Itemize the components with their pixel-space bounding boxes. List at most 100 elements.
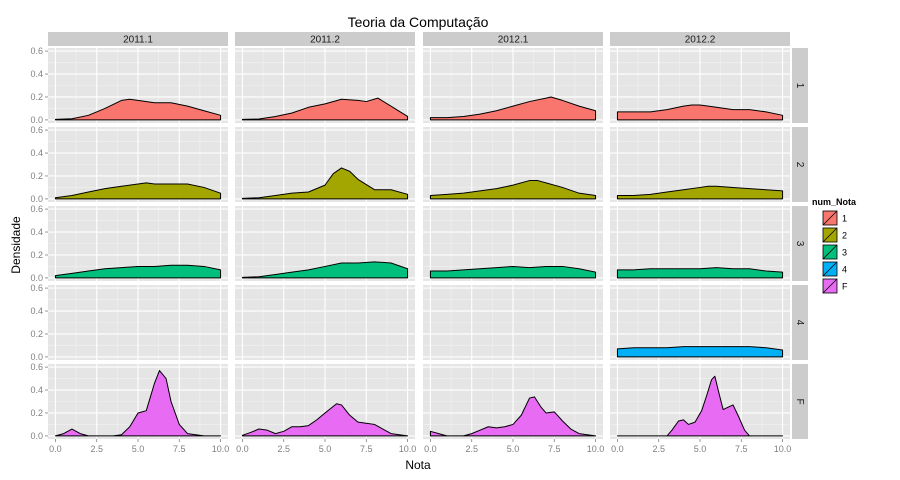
column-strip	[423, 32, 603, 46]
chart-title: Teoria da Computação	[348, 14, 489, 30]
x-tick-label: 10.0	[774, 444, 792, 454]
column-strip	[610, 32, 790, 46]
panel-2012.1-3	[423, 206, 603, 281]
y-tick-label: 0.4	[30, 148, 43, 158]
density-area-2011.2-1	[241, 97, 409, 121]
legend-label-F: F	[842, 282, 848, 292]
y-tick-label: 0.2	[30, 329, 43, 339]
column-strip-label: 2011.2	[310, 35, 340, 46]
density-area-2012.2-F	[616, 375, 784, 437]
panel-2011.2-F	[235, 364, 415, 439]
legend-label-2: 2	[842, 231, 847, 241]
legend-swatch-slash	[822, 261, 838, 277]
row-strip-label: F	[794, 398, 805, 404]
panel-2011.2-3	[235, 206, 415, 281]
density-area-2012.2-1	[616, 104, 784, 121]
x-tick-label: 5.0	[507, 444, 520, 454]
x-tick-label: 0.0	[49, 444, 62, 454]
row-strip-label: 4	[794, 320, 805, 326]
panel-2011.2-2	[235, 127, 415, 202]
column-strip	[48, 32, 228, 46]
density-area-2012.1-3	[429, 265, 597, 279]
panel-2011.1-3	[48, 206, 228, 281]
x-tick-label: 0.0	[424, 444, 437, 454]
y-tick-label: 0.0	[30, 431, 43, 441]
panel-2011.1-2	[48, 127, 228, 202]
x-tick-label: 5.0	[132, 444, 145, 454]
x-tick-label: 5.0	[694, 444, 707, 454]
y-tick-label: 0.0	[30, 273, 43, 283]
legend-swatch-slash	[822, 244, 838, 260]
y-tick-label: 0.0	[30, 115, 43, 125]
panel-2012.1-4	[423, 285, 603, 360]
panel-2012.1-2	[423, 127, 603, 202]
row-strip-label: 1	[794, 83, 805, 89]
row-strip-label: 3	[794, 241, 805, 247]
legend-label-3: 3	[842, 248, 847, 258]
y-tick-label: 0.4	[30, 306, 43, 316]
y-tick-label: 0.6	[30, 283, 43, 293]
x-tick-label: 10.0	[399, 444, 417, 454]
row-strip-label: 2	[794, 162, 805, 168]
x-tick-label: 2.5	[90, 444, 103, 454]
density-area-2011.1-2	[54, 182, 222, 200]
density-area-2011.1-3	[54, 264, 222, 279]
x-tick-label: 0.0	[236, 444, 249, 454]
panel-2011.2-1	[235, 48, 415, 123]
panel-2011.1-1	[48, 48, 228, 123]
row-strip	[792, 127, 808, 202]
y-tick-label: 0.2	[30, 250, 43, 260]
density-area-2012.2-3	[616, 267, 784, 279]
y-tick-label: 0.4	[30, 69, 43, 79]
row-strip	[792, 364, 808, 439]
column-strip	[235, 32, 415, 46]
x-tick-label: 10.0	[212, 444, 230, 454]
x-tick-label: 0.0	[611, 444, 624, 454]
panel-2012.2-4	[610, 285, 790, 360]
density-area-2011.1-1	[54, 98, 222, 121]
facet-panels: 2011.1 2011.2 2012.1 2012.2 1 2 3 4 F 0.0 0.2 0.4 0.…	[30, 32, 808, 454]
y-tick-label: 0.2	[30, 408, 43, 418]
density-area-2011.2-3	[241, 261, 409, 279]
density-area-2012.1-1	[429, 96, 597, 121]
y-tick-label: 0.6	[30, 46, 43, 56]
panel-2011.1-F	[48, 364, 228, 439]
x-axis-title: Nota	[405, 458, 431, 472]
x-tick-label: 7.5	[360, 444, 373, 454]
density-area-2012.1-F	[429, 396, 597, 437]
x-tick-label: 7.5	[548, 444, 561, 454]
density-area-2012.1-2	[429, 180, 597, 200]
y-tick-label: 0.6	[30, 204, 43, 214]
panel-2011.1-4	[48, 285, 228, 360]
x-tick-label: 2.5	[277, 444, 290, 454]
row-strip	[792, 285, 808, 360]
panel-2012.2-1	[610, 48, 790, 123]
y-tick-label: 0.6	[30, 362, 43, 372]
legend-swatch-slash	[822, 227, 838, 243]
row-strip	[792, 206, 808, 281]
y-tick-label: 0.6	[30, 125, 43, 135]
panel-2012.2-F	[610, 364, 790, 439]
column-strip-label: 2012.1	[498, 35, 529, 46]
density-area-2012.2-2	[616, 185, 784, 200]
density-area-2012.2-4	[616, 346, 784, 358]
y-tick-label: 0.4	[30, 227, 43, 237]
legend-swatch-slash	[822, 210, 838, 226]
y-tick-label: 0.4	[30, 385, 43, 395]
density-area-2011.2-F	[241, 403, 409, 437]
x-tick-label: 5.0	[319, 444, 332, 454]
y-axis-title: Densidade	[9, 216, 23, 274]
legend-swatch-slash	[822, 278, 838, 294]
row-strip	[792, 48, 808, 123]
legend-label-1: 1	[842, 214, 847, 224]
panel-2012.2-3	[610, 206, 790, 281]
panel-2012.1-1	[423, 48, 603, 123]
panel-2012.1-F	[423, 364, 603, 439]
panel-2011.2-4	[235, 285, 415, 360]
legend: num_Nota 1 2 3 4 F	[812, 197, 857, 295]
legend-label-4: 4	[842, 265, 847, 275]
x-tick-label: 7.5	[173, 444, 186, 454]
y-tick-label: 0.2	[30, 92, 43, 102]
legend-title: num_Nota	[812, 197, 857, 207]
